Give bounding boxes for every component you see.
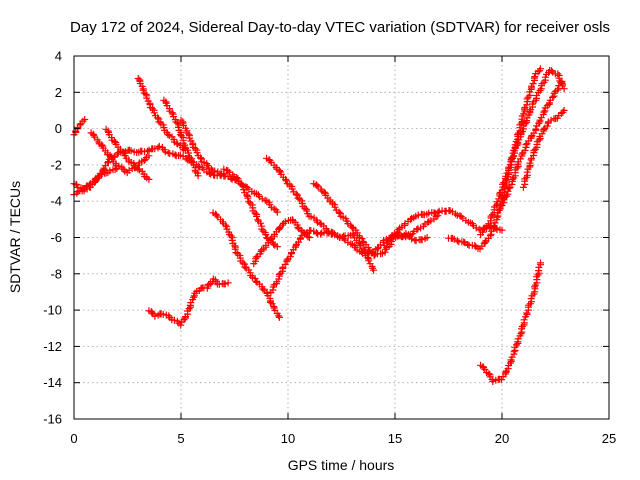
series-arc-21: [477, 259, 544, 385]
series-arc-2: [70, 116, 89, 139]
data-point-marks: [160, 96, 202, 180]
series-arc-13: [263, 154, 378, 274]
y-axis-label: SDTVAR / TECUs: [7, 181, 23, 293]
y-tick-label: -4: [50, 194, 62, 209]
y-tick-label: 2: [55, 85, 62, 100]
series-arc-19: [498, 77, 566, 209]
data-point-marks: [498, 77, 566, 209]
series-arc-18: [477, 66, 568, 239]
data-point-marks: [477, 259, 544, 385]
x-tick-label: 0: [70, 431, 77, 446]
y-tick-label: -12: [43, 339, 62, 354]
series-arc-1: [70, 142, 228, 195]
y-tick-label: 0: [55, 121, 62, 136]
x-tick-label: 25: [602, 431, 616, 446]
series-arc-14: [310, 180, 431, 260]
data-point-marks: [102, 125, 153, 183]
y-tick-label: 4: [55, 49, 62, 64]
data-point-marks: [70, 116, 89, 139]
data-point-marks: [519, 106, 568, 191]
y-tick-label: -16: [43, 412, 62, 427]
data-point-marks: [250, 216, 313, 268]
data-point-marks: [267, 212, 442, 297]
x-tick-label: 15: [388, 431, 402, 446]
series-arc-12: [267, 212, 442, 297]
data-point-marks: [145, 275, 232, 329]
data-point-marks: [263, 154, 378, 274]
series-arc-16: [380, 207, 506, 249]
y-tick-label: -10: [43, 303, 62, 318]
data-point-marks: [70, 165, 121, 199]
y-axis: -16 -14 -12 -10 -8 -6 -4 -2 0 2 4: [43, 49, 609, 427]
y-tick-label: -6: [50, 230, 62, 245]
data-point-marks: [310, 180, 431, 260]
x-tick-label: 20: [495, 431, 509, 446]
data-point-marks: [477, 66, 568, 239]
series-arc-6: [134, 75, 189, 154]
series-arc-5: [102, 125, 153, 183]
data-point-marks: [209, 209, 283, 321]
data-point-marks: [134, 75, 189, 154]
data-marks: [70, 65, 568, 385]
series-arc-15: [145, 275, 232, 329]
y-tick-label: -2: [50, 157, 62, 172]
chart-title: Day 172 of 2024, Sidereal Day-to-day VTE…: [70, 19, 610, 36]
data-point-marks: [177, 116, 281, 216]
series-arc-11: [250, 216, 313, 268]
x-tick-label: 10: [281, 431, 295, 446]
y-tick-label: -14: [43, 375, 62, 390]
series-arc-20: [519, 106, 568, 191]
x-tick-label: 5: [177, 431, 184, 446]
series-arc-7: [160, 96, 202, 180]
data-point-marks: [70, 142, 228, 195]
x-axis-label: GPS time / hours: [288, 457, 395, 473]
y-tick-label: -8: [50, 266, 62, 281]
data-point-marks: [380, 207, 506, 249]
series-arc-9: [209, 209, 283, 321]
x-axis: 0 5 10 15 20 25: [70, 56, 616, 446]
series-arc-8: [177, 116, 281, 216]
series-arc-3: [70, 165, 121, 199]
